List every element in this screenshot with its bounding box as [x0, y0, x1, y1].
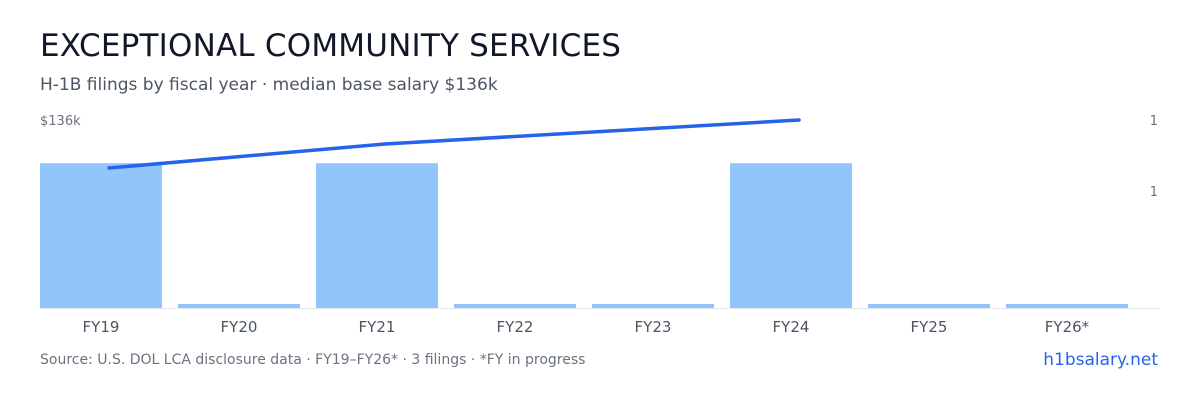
x-tick-label: FY22	[497, 318, 534, 336]
x-tick-label: FY24	[773, 318, 810, 336]
right-axis-tick-label: 1	[1150, 114, 1158, 129]
chart-subtitle: H-1B filings by fiscal year · median bas…	[40, 75, 498, 95]
x-tick-label: FY21	[359, 318, 396, 336]
bar-FY24	[730, 163, 852, 308]
brand-link[interactable]: h1bsalary.net	[1043, 350, 1158, 370]
chart-title: EXCEPTIONAL COMMUNITY SERVICES	[40, 28, 622, 64]
bar-FY19	[40, 163, 162, 308]
bar-FY21	[316, 163, 438, 308]
x-tick-label: FY19	[83, 318, 120, 336]
bar-FY22	[454, 304, 576, 308]
bar-FY25	[868, 304, 990, 308]
x-tick-label: FY23	[635, 318, 672, 336]
x-tick-label: FY20	[221, 318, 258, 336]
bar-FY20	[178, 304, 300, 308]
source-note: Source: U.S. DOL LCA disclosure data · F…	[40, 352, 586, 368]
x-tick-label: FY26*	[1045, 318, 1090, 336]
right-axis-tick-label: 1	[1150, 185, 1158, 200]
x-tick-label: FY25	[911, 318, 948, 336]
bar-FY26*	[1006, 304, 1128, 308]
bar-FY23	[592, 304, 714, 308]
salary-line	[107, 118, 801, 170]
left-axis-max-label: $136k	[40, 114, 81, 129]
